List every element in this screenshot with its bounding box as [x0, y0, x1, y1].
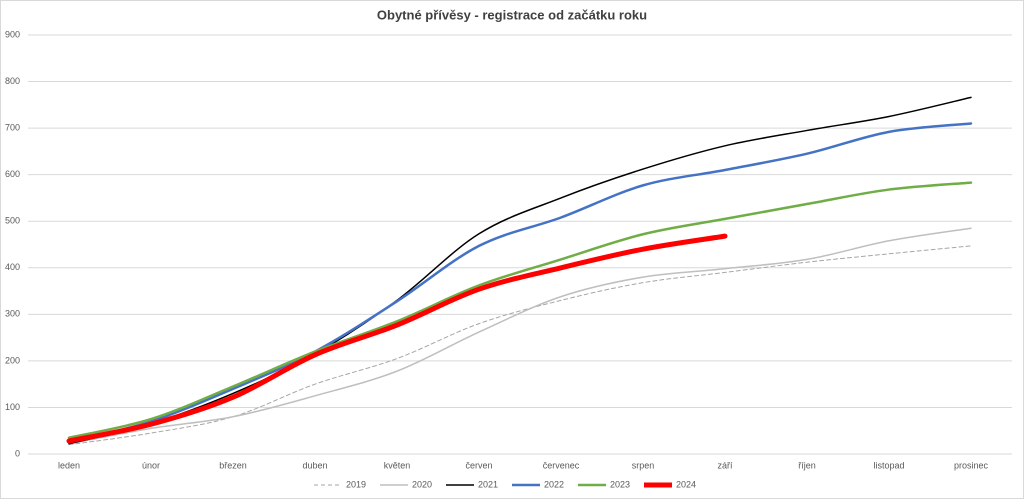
- y-tick-label: 900: [5, 29, 20, 39]
- legend-label: 2022: [544, 479, 564, 489]
- series-line: [68, 227, 972, 445]
- y-tick-label: 300: [5, 309, 20, 319]
- x-tick-label: březen: [219, 460, 247, 470]
- x-tick-label: září: [717, 460, 733, 470]
- series-line: [66, 233, 728, 444]
- legend-label: 2021: [478, 479, 498, 489]
- y-tick-label: 500: [5, 216, 20, 226]
- x-tick-label: duben: [302, 460, 327, 470]
- y-tick-label: 0: [15, 448, 20, 458]
- y-tick-label: 100: [5, 402, 20, 412]
- y-tick-label: 400: [5, 262, 20, 272]
- x-tick-label: srpen: [632, 460, 655, 470]
- series-line: [67, 181, 973, 439]
- x-tick-label: listopad: [873, 460, 904, 470]
- series-line: [68, 245, 972, 446]
- x-tick-label: prosinec: [954, 460, 989, 470]
- y-tick-label: 800: [5, 76, 20, 86]
- y-tick-label: 600: [5, 169, 20, 179]
- x-tick-label: leden: [58, 460, 80, 470]
- x-tick-label: červenec: [543, 460, 580, 470]
- x-tick-label: květen: [384, 460, 411, 470]
- y-tick-label: 200: [5, 355, 20, 365]
- y-tick-label: 700: [5, 122, 20, 132]
- x-tick-label: únor: [142, 460, 160, 470]
- legend-label: 2023: [610, 479, 630, 489]
- series-line: [67, 122, 973, 444]
- legend-label: 2024: [676, 479, 696, 489]
- chart-title: Obytné přívěsy - registrace od začátku r…: [377, 7, 647, 22]
- legend-label: 2020: [412, 479, 432, 489]
- x-tick-label: červen: [465, 460, 492, 470]
- legend-label: 2019: [346, 479, 366, 489]
- x-tick-label: říjen: [798, 460, 816, 470]
- series-line: [68, 96, 972, 445]
